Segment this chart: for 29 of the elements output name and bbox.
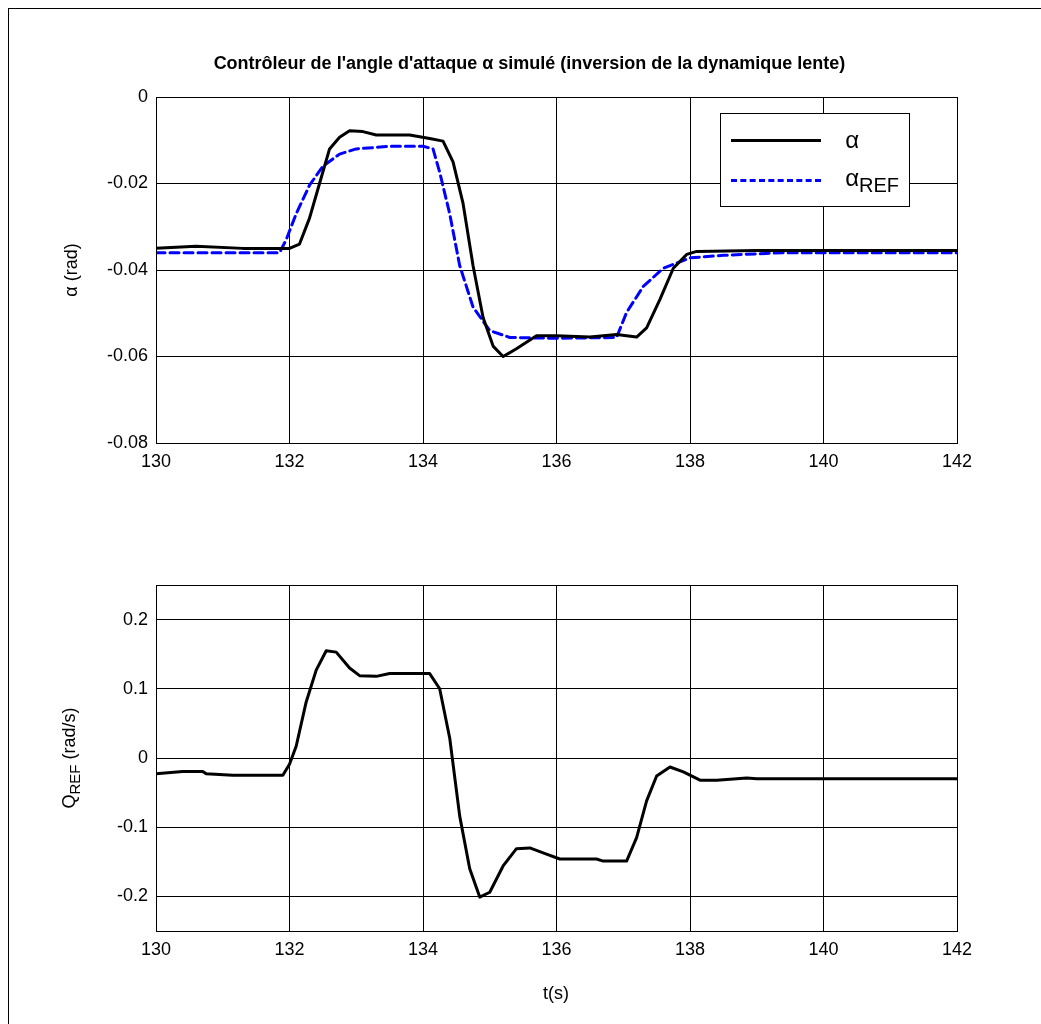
legend-label: α$_{REF}$ (845, 163, 899, 197)
x-tick-label: 140 (808, 938, 839, 959)
y-tick-label: -0.2 (116, 885, 148, 906)
x-axis-title: t(s) (543, 983, 569, 1004)
chart-title: Contrôleur de l'angle d'attaque α simulé (inversion de la dynamique lente) (212, 53, 847, 74)
x-tick-label: 138 (674, 450, 706, 471)
x-tick-label: 142 (941, 938, 973, 959)
y-tick-label: -0.1 (116, 816, 148, 837)
x-tick-label: 134 (407, 938, 439, 959)
legend-label: α (845, 126, 860, 154)
x-tick-label: 136 (541, 938, 572, 959)
x-tick-label: 140 (808, 450, 839, 471)
x-tick-label: 130 (140, 450, 172, 471)
x-tick-label: 138 (674, 938, 706, 959)
x-tick-label: 132 (274, 450, 305, 471)
x-tick-label: 130 (140, 938, 172, 959)
x-tick-label: 142 (941, 450, 973, 471)
x-tick-label: 132 (274, 938, 305, 959)
y-tick-label: 0.2 (122, 608, 148, 629)
x-tick-label: 136 (541, 450, 572, 471)
y-axis-title: α (rad) (60, 243, 82, 297)
y-tick-label: 0 (137, 85, 148, 106)
y-tick-label: -0.02 (106, 172, 148, 193)
y-tick-label: 0 (137, 746, 148, 767)
x-tick-label: 134 (407, 450, 439, 471)
y-tick-label: -0.08 (106, 431, 148, 452)
y-tick-label: -0.04 (106, 258, 148, 279)
y-tick-label: -0.06 (106, 345, 148, 366)
y-tick-label: 0.1 (122, 677, 148, 698)
